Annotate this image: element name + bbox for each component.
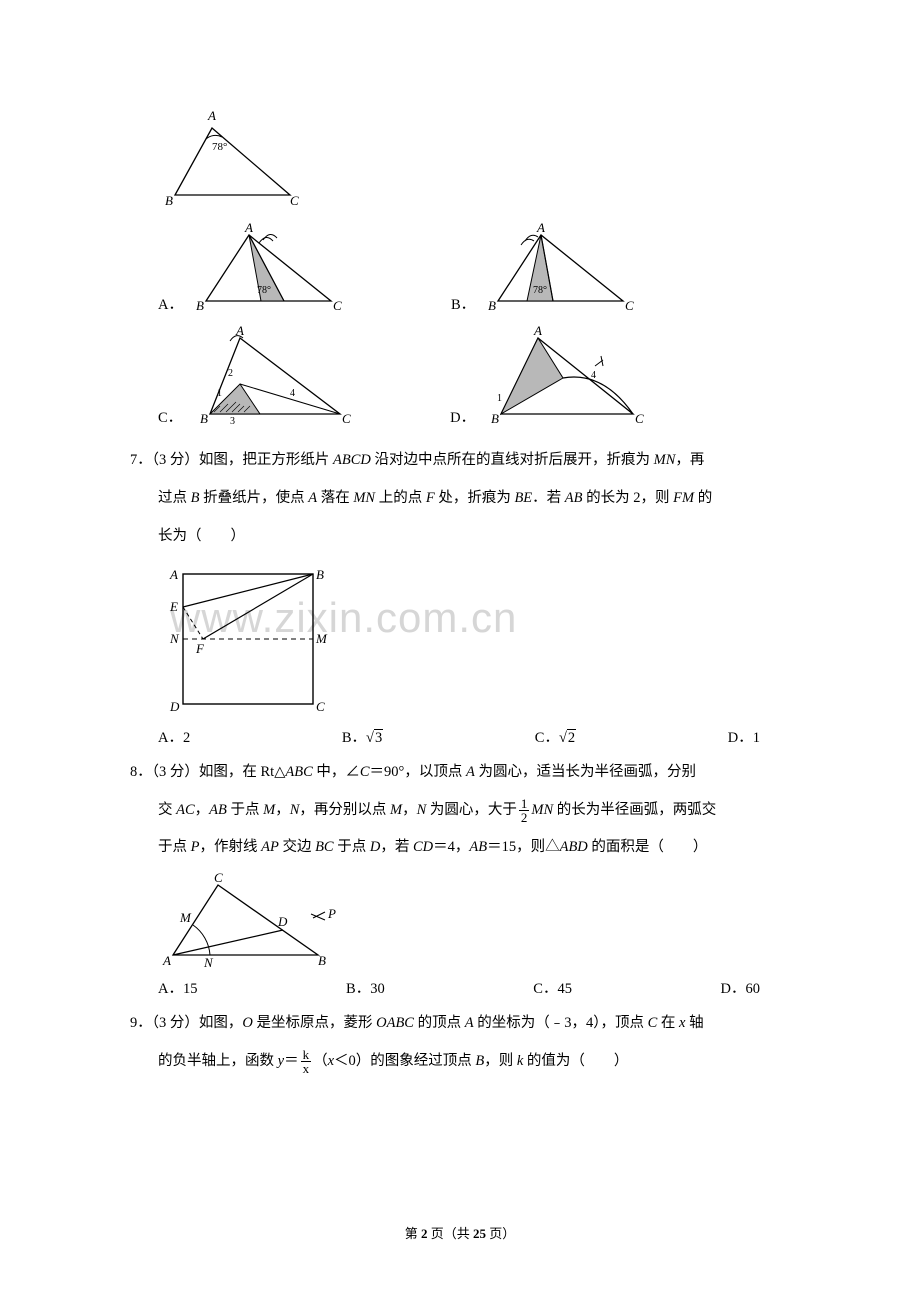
svg-text:78°: 78° [212, 141, 227, 153]
q6-optC-label: C． [158, 406, 190, 431]
page-footer: 第 2 页（共 25 页） [0, 1223, 920, 1242]
svg-text:C: C [214, 870, 223, 885]
q8-line2: 交 AC，AB 于点 M，N，再分别以点 M，N 为圆心，大于12MN 的长为半… [130, 795, 790, 827]
q9-line1: 9．（3 分）如图，O 是坐标原点，菱形 OABC 的顶点 A 的坐标为（﹣3，… [130, 1008, 790, 1040]
q7-optD: D．1 [728, 726, 760, 747]
svg-text:78°: 78° [533, 285, 547, 296]
q8-optB: B．30 [346, 977, 385, 998]
svg-text:A: A [533, 326, 542, 338]
q8-choices: A．15 B．30 C．45 D．60 [130, 977, 790, 998]
q6-optC-figure: A B C 1 2 3 4 [190, 326, 360, 431]
svg-text:M: M [315, 631, 328, 646]
q6-ref-figure-row: A B C 78° [160, 110, 790, 215]
svg-text:M: M [179, 910, 192, 925]
svg-text:F: F [195, 641, 205, 656]
q6-optA-figure: A B C 78° [191, 223, 351, 318]
q6-opts-row1: A． A B C 78° B． A B [130, 223, 790, 318]
q7-line3: 长为（ ） [130, 521, 790, 553]
svg-text:B: B [491, 411, 499, 426]
svg-text:P: P [327, 906, 336, 921]
svg-text:A: A [169, 567, 178, 582]
q7-choices: A．2 B．√3 C．√2 D．1 [130, 726, 790, 747]
svg-text:C: C [316, 699, 325, 714]
q9-line2: 的负半轴上，函数 y＝kx（x＜0）的图象经过顶点 B，则 k 的值为（ ） [130, 1046, 790, 1078]
svg-text:N: N [203, 955, 214, 970]
svg-text:D: D [277, 914, 288, 929]
svg-text:B: B [488, 298, 496, 313]
q7-line2: 过点 B 折叠纸片，使点 A 落在 MN 上的点 F 处，折痕为 BE．若 AB… [130, 483, 790, 515]
q6-ref-figure: A B C 78° [160, 110, 310, 215]
svg-text:C: C [635, 411, 644, 426]
q6-optD-figure: A B C 1 4 [483, 326, 653, 431]
svg-text:C: C [625, 298, 634, 313]
svg-text:E: E [169, 599, 178, 614]
svg-text:2: 2 [228, 368, 233, 379]
q7-optA: A．2 [158, 726, 190, 747]
q7-optC: C．√2 [535, 726, 576, 747]
q6-optB-label: B． [451, 293, 483, 318]
q8-figure: C A B D M N P [130, 870, 790, 975]
svg-text:C: C [290, 193, 299, 208]
q8-optC: C．45 [533, 977, 572, 998]
svg-text:B: B [318, 953, 326, 968]
svg-text:1: 1 [497, 393, 502, 404]
q8-line3: 于点 P，作射线 AP 交边 BC 于点 D，若 CD＝4，AB＝15，则△AB… [130, 832, 790, 864]
svg-text:C: C [333, 298, 342, 313]
q6-optB-figure: A B C 78° [483, 223, 643, 318]
svg-text:D: D [169, 699, 180, 714]
svg-text:1: 1 [217, 388, 222, 399]
svg-text:78°: 78° [257, 285, 271, 296]
svg-text:A: A [244, 223, 253, 235]
svg-text:N: N [169, 631, 180, 646]
q6-optA-label: A． [158, 293, 191, 318]
q6-opts-row2: C． A B C 1 2 3 4 [130, 326, 790, 431]
q7-line1: 7．（3 分）如图，把正方形纸片 ABCD 沿对边中点所在的直线对折后展开，折痕… [130, 445, 790, 477]
page-content: A B C 78° A． A B C 78° B． [0, 0, 920, 1124]
svg-text:B: B [316, 567, 324, 582]
svg-text:C: C [342, 411, 351, 426]
svg-text:A: A [536, 223, 545, 235]
svg-text:A: A [235, 326, 244, 338]
q7-optB: B．√3 [342, 726, 383, 747]
q7-figure: A B C D E N M F [130, 559, 790, 724]
svg-text:4: 4 [290, 388, 295, 399]
q8-optA: A．15 [158, 977, 197, 998]
svg-text:A: A [162, 953, 171, 968]
svg-text:A: A [207, 110, 216, 123]
svg-text:3: 3 [230, 416, 235, 426]
q6-optD-label: D． [450, 406, 483, 431]
q8-optD: D．60 [721, 977, 760, 998]
svg-text:B: B [200, 411, 208, 426]
svg-text:B: B [165, 193, 173, 208]
svg-text:4: 4 [591, 370, 596, 381]
svg-text:B: B [196, 298, 204, 313]
q8-line1: 8．（3 分）如图，在 Rt△ABC 中，∠C＝90°，以顶点 A 为圆心，适当… [130, 757, 790, 789]
